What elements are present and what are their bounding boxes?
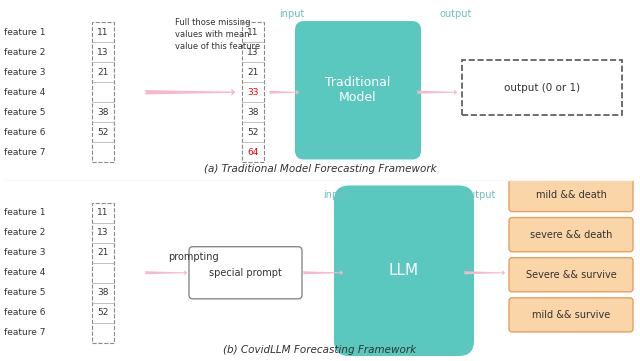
FancyBboxPatch shape [242,22,264,162]
Text: mild && survive: mild && survive [532,310,610,320]
FancyBboxPatch shape [296,22,420,158]
Text: feature 7: feature 7 [4,329,45,338]
Text: 21: 21 [97,248,109,257]
Text: 21: 21 [247,68,259,77]
Text: mild && death: mild && death [536,190,607,200]
Text: input: input [323,190,349,200]
Text: output (0 or 1): output (0 or 1) [504,83,580,93]
Text: input: input [279,9,305,19]
Text: feature 6: feature 6 [4,308,45,317]
Text: feature 4: feature 4 [4,88,45,97]
Text: 52: 52 [97,128,109,137]
Text: prompting: prompting [168,252,219,262]
Text: severe && death: severe && death [530,230,612,240]
Text: feature 7: feature 7 [4,148,45,157]
FancyBboxPatch shape [92,203,114,343]
Text: Severe && survive: Severe && survive [525,270,616,280]
FancyBboxPatch shape [509,178,633,212]
Text: 38: 38 [247,108,259,117]
Text: 13: 13 [247,48,259,57]
Text: 52: 52 [97,308,109,317]
Text: feature 6: feature 6 [4,128,45,137]
FancyBboxPatch shape [189,247,302,299]
Text: LLM: LLM [389,263,419,278]
Text: 11: 11 [97,27,109,36]
FancyBboxPatch shape [509,298,633,332]
Text: feature 2: feature 2 [4,228,45,237]
Text: feature 1: feature 1 [4,208,45,217]
Text: 11: 11 [247,27,259,36]
Text: 52: 52 [247,128,259,137]
Text: output: output [440,9,472,19]
Text: special prompt: special prompt [209,268,282,278]
Text: feature 2: feature 2 [4,48,45,57]
Text: feature 5: feature 5 [4,288,45,297]
Text: 13: 13 [97,228,109,237]
Text: 21: 21 [97,68,109,77]
Text: (a) Traditional Model Forecasting Framework: (a) Traditional Model Forecasting Framew… [204,165,436,174]
Text: feature 4: feature 4 [4,268,45,277]
FancyBboxPatch shape [92,22,114,162]
Text: feature 5: feature 5 [4,108,45,117]
Text: 38: 38 [97,108,109,117]
FancyBboxPatch shape [462,60,622,115]
Text: feature 1: feature 1 [4,27,45,36]
FancyBboxPatch shape [509,258,633,292]
Text: Full those missing
values with mean
value of this feature: Full those missing values with mean valu… [175,18,260,51]
Text: 13: 13 [97,48,109,57]
Text: 11: 11 [97,208,109,217]
Text: Traditional
Model: Traditional Model [325,76,390,104]
Text: feature 3: feature 3 [4,68,45,77]
FancyBboxPatch shape [509,218,633,252]
Text: feature 3: feature 3 [4,248,45,257]
Text: 33: 33 [247,88,259,97]
FancyBboxPatch shape [335,187,473,355]
Text: (b) CovidLLM Forecasting Framework: (b) CovidLLM Forecasting Framework [223,345,417,355]
Text: 64: 64 [247,148,259,157]
Text: output: output [464,190,496,200]
Text: 38: 38 [97,288,109,297]
